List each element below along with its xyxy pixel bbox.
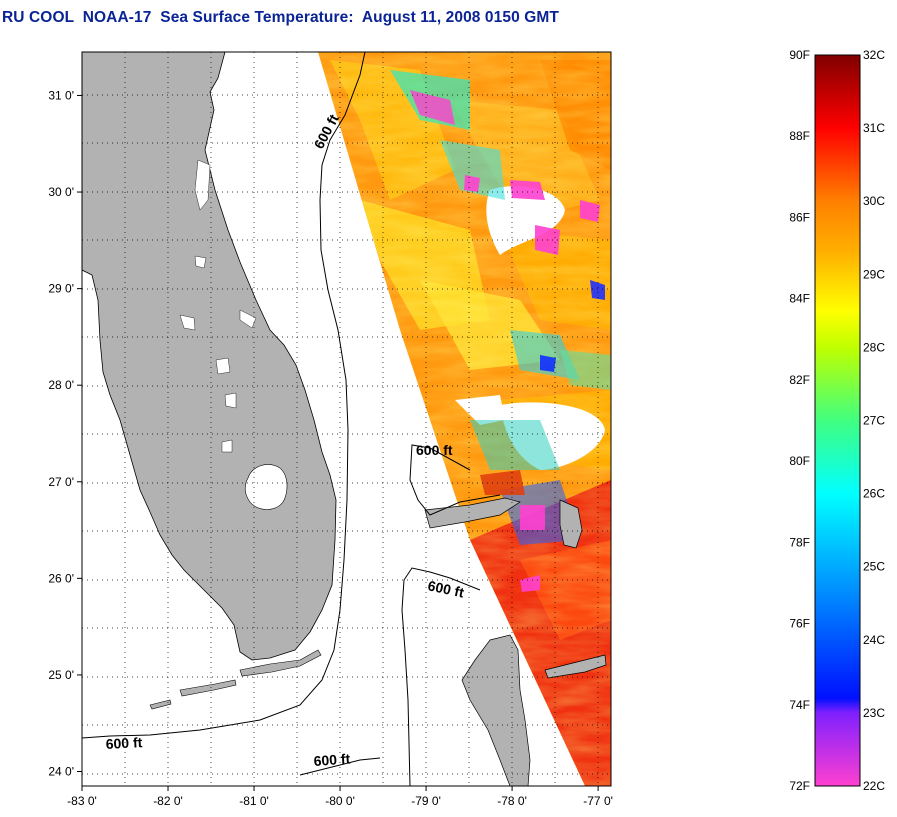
plot-frame <box>81 51 612 787</box>
celsius-label: 27C <box>863 414 885 428</box>
fahrenheit-label: 82F <box>789 373 810 387</box>
latitude-tick-label: 31 0' <box>48 88 74 102</box>
bahamas-islands <box>424 497 607 786</box>
latitude-tick-label: 27 0' <box>48 475 74 489</box>
celsius-label: 24C <box>863 633 885 647</box>
longitude-tick-label: -82 0' <box>153 794 183 808</box>
celsius-label: 25C <box>863 560 885 574</box>
longitude-tick-label: -81 0' <box>239 794 269 808</box>
fahrenheit-label: 86F <box>789 210 810 224</box>
celsius-label: 28C <box>863 340 885 354</box>
contour-label: 600 ft <box>105 734 143 752</box>
fahrenheit-label: 78F <box>789 535 810 549</box>
fahrenheit-label: 84F <box>789 292 810 306</box>
longitude-tick-label: -83 0' <box>67 794 97 808</box>
celsius-label: 30C <box>863 194 885 208</box>
contour-label: 600 ft <box>426 577 465 600</box>
fahrenheit-scale: 90F 88F 86F 84F 82F 80F 78F 76F 74F 72F <box>789 48 810 793</box>
latitude-tick-label: 29 0' <box>48 282 74 296</box>
latitude-tick-label: 24 0' <box>48 765 74 779</box>
celsius-label: 26C <box>863 487 885 501</box>
florida-keys <box>149 649 322 710</box>
fahrenheit-label: 88F <box>789 129 810 143</box>
fahrenheit-label: 72F <box>789 779 810 793</box>
longitude-tick-label: -79 0' <box>411 794 441 808</box>
latitude-tick-label: 25 0' <box>48 668 74 682</box>
longitude-tick-label: -78 0' <box>497 794 527 808</box>
fahrenheit-label: 74F <box>789 698 810 712</box>
longitude-tick-label: -77 0' <box>583 794 613 808</box>
page-title: RU COOL NOAA-17 Sea Surface Temperature:… <box>2 9 559 26</box>
fahrenheit-label: 80F <box>789 454 810 468</box>
celsius-label: 23C <box>863 706 885 720</box>
sst-map: 600 ft 600 ft 600 ft 600 ft 600 ft -83 0… <box>48 51 613 808</box>
grid-lines <box>82 52 611 786</box>
fahrenheit-label: 76F <box>789 617 810 631</box>
latitude-tick-label: 28 0' <box>48 378 74 392</box>
contour-label: 600 ft <box>313 750 351 769</box>
contour-600ft <box>82 52 501 786</box>
inland-lakes <box>179 159 257 453</box>
contour-label: 600 ft <box>416 442 453 458</box>
celsius-label: 22C <box>863 779 885 793</box>
latitude-tick-label: 26 0' <box>48 571 74 585</box>
celsius-label: 29C <box>863 267 885 281</box>
fahrenheit-label: 90F <box>789 48 810 62</box>
lake-okeechobee <box>244 464 288 510</box>
longitude-axis: -83 0' -82 0' -81 0' -80 0' -79 0' -78 0' -77 … <box>67 786 613 808</box>
longitude-tick-label: -80 0' <box>325 794 355 808</box>
celsius-label: 32C <box>863 48 885 62</box>
latitude-tick-label: 30 0' <box>48 185 74 199</box>
colorbar: 90F 88F 86F 84F 82F 80F 78F 76F 74F 72F 32C 31C 30C… <box>789 48 885 793</box>
celsius-scale: 32C 31C 30C 29C 28C 27C 26C 25C 24C 23C 22C <box>863 48 885 793</box>
celsius-label: 31C <box>863 121 885 135</box>
latitude-axis: 24 0' 25 0' 26 0' 27 0' 28 0' 29 0' 30 0' 31 0' <box>48 88 82 779</box>
colorbar-gradient <box>814 54 861 787</box>
